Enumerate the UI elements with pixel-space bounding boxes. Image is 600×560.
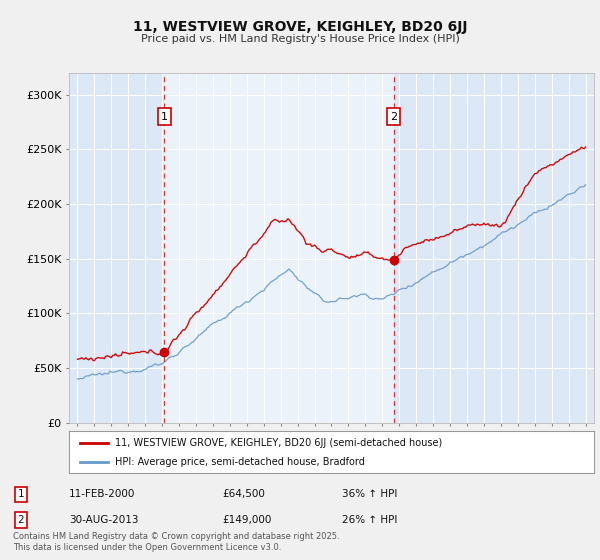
Text: 30-AUG-2013: 30-AUG-2013	[69, 515, 139, 525]
Bar	[164, 73, 394, 423]
Text: 2: 2	[390, 111, 397, 122]
Text: 1: 1	[17, 489, 25, 500]
Text: Price paid vs. HM Land Registry's House Price Index (HPI): Price paid vs. HM Land Registry's House …	[140, 34, 460, 44]
Text: 36% ↑ HPI: 36% ↑ HPI	[342, 489, 397, 500]
Text: £149,000: £149,000	[222, 515, 271, 525]
Text: Contains HM Land Registry data © Crown copyright and database right 2025.
This d: Contains HM Land Registry data © Crown c…	[13, 532, 340, 552]
Text: 11, WESTVIEW GROVE, KEIGHLEY, BD20 6JJ (semi-detached house): 11, WESTVIEW GROVE, KEIGHLEY, BD20 6JJ (…	[115, 437, 442, 447]
Text: £64,500: £64,500	[222, 489, 265, 500]
Text: 2: 2	[17, 515, 25, 525]
Text: 1: 1	[161, 111, 167, 122]
Text: 26% ↑ HPI: 26% ↑ HPI	[342, 515, 397, 525]
Text: 11-FEB-2000: 11-FEB-2000	[69, 489, 136, 500]
Text: 11, WESTVIEW GROVE, KEIGHLEY, BD20 6JJ: 11, WESTVIEW GROVE, KEIGHLEY, BD20 6JJ	[133, 20, 467, 34]
Text: HPI: Average price, semi-detached house, Bradford: HPI: Average price, semi-detached house,…	[115, 457, 365, 467]
